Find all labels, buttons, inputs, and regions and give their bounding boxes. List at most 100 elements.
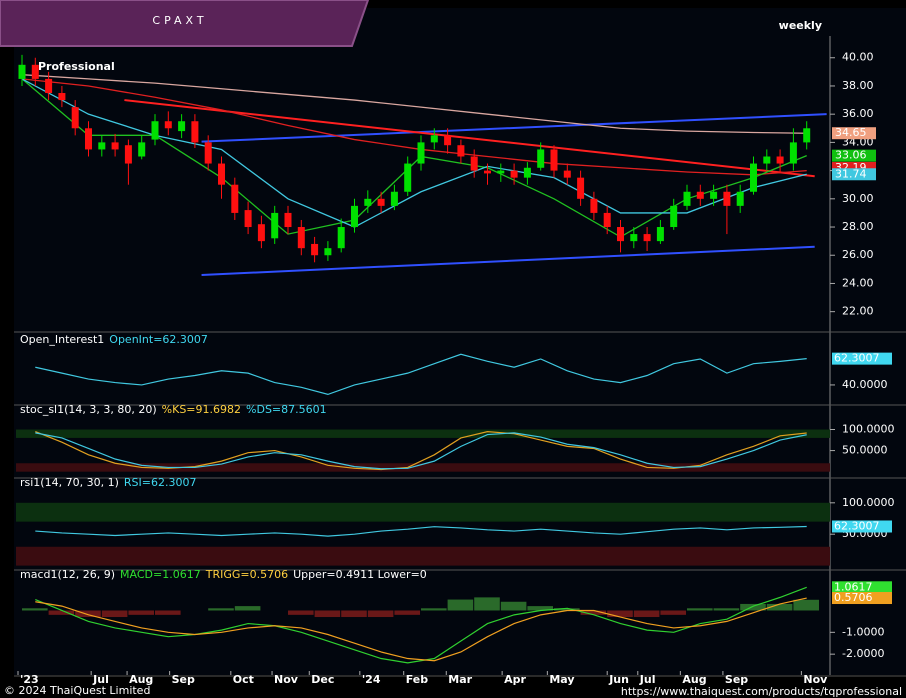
x-tick-label: Feb xyxy=(406,673,429,686)
candle-body xyxy=(696,191,704,199)
candle-body xyxy=(763,156,771,164)
candle-body xyxy=(311,243,319,256)
price-tag xyxy=(832,127,876,140)
histogram-bar xyxy=(633,610,660,618)
panel-title-part: MACD=1.0617 xyxy=(120,568,201,581)
x-tick-label: Apr xyxy=(504,673,526,686)
price-tag-label: 34.65 xyxy=(835,126,867,139)
indicator-line xyxy=(35,525,807,537)
histogram-bar xyxy=(766,603,793,611)
candle-body xyxy=(736,191,744,206)
histogram-bar xyxy=(793,599,819,611)
candle-body xyxy=(257,224,265,242)
histogram-bar xyxy=(367,610,394,618)
y-tick-label: 30.00 xyxy=(842,192,874,205)
y-tick-label: 38.00 xyxy=(842,79,874,92)
panel-title: macd1(12, 26, 9) MACD=1.0617 TRIGG=0.5706 U… xyxy=(20,568,427,581)
candle-body xyxy=(85,128,92,150)
panel-title-part: RSI=62.3007 xyxy=(124,476,197,489)
candle-body xyxy=(537,149,545,168)
price-tag-label: 33.06 xyxy=(835,149,867,162)
x-tick-label: Sep xyxy=(725,673,748,686)
histogram-bar xyxy=(500,601,527,611)
footer-left: © 2024 ThaiQuest Limited xyxy=(4,684,150,697)
histogram-bar xyxy=(288,610,314,615)
candle-body xyxy=(523,167,531,178)
zone xyxy=(16,546,830,566)
value-tag-label: 62.3007 xyxy=(834,519,880,532)
panel-title-part: OpenInt=62.3007 xyxy=(109,333,208,346)
histogram-bar xyxy=(660,610,686,615)
y-tick-label: 36.00 xyxy=(842,107,874,120)
candle-body xyxy=(643,234,651,242)
candle-body xyxy=(563,170,571,178)
logo-sub: Professional xyxy=(38,60,115,73)
trendline xyxy=(201,113,827,143)
panel-title: stoc_sl1(14, 3, 3, 80, 20) %KS=91.6982 %DS… xyxy=(20,403,327,416)
candle-body xyxy=(191,121,199,143)
price-tag xyxy=(832,168,876,181)
candle-body xyxy=(218,163,225,185)
chart-subtitle: weekly xyxy=(779,19,822,32)
candle-body xyxy=(71,107,79,129)
histogram-bar xyxy=(128,610,154,615)
panel-title-part: Open_Interest1 xyxy=(20,333,104,346)
candle-body xyxy=(231,184,239,213)
candle-body xyxy=(776,156,784,164)
histogram-bar xyxy=(155,610,181,615)
candle-body xyxy=(603,212,611,228)
candle-body xyxy=(417,142,425,164)
candle-body xyxy=(111,142,119,150)
candle-body xyxy=(244,210,252,228)
candle-body xyxy=(271,212,279,239)
candle-body xyxy=(457,145,465,157)
price-tag xyxy=(832,149,876,162)
trendline xyxy=(201,245,815,276)
value-tag xyxy=(832,352,892,365)
histogram-bar xyxy=(421,608,447,611)
y-tick-label: 26.00 xyxy=(842,248,874,261)
candle-body xyxy=(151,121,159,140)
panel-title-part: %DS=87.5601 xyxy=(246,403,327,416)
histogram-bar xyxy=(687,608,713,611)
candle-body xyxy=(390,191,398,206)
histogram-bar xyxy=(527,606,553,611)
histogram-bar xyxy=(314,610,341,618)
value-tag-label: 1.0617 xyxy=(834,580,873,593)
y-tick-label: 100.0000 xyxy=(842,496,895,509)
value-tag xyxy=(832,520,892,533)
candle-body xyxy=(204,142,212,164)
candle-body xyxy=(45,78,53,94)
value-tag xyxy=(832,592,892,605)
panel-title-part: macd1(12, 26, 9) xyxy=(20,568,115,581)
candle-body xyxy=(430,135,438,143)
candle-body xyxy=(58,93,66,101)
value-tag xyxy=(832,581,892,594)
indicator-line xyxy=(35,432,807,470)
histogram-bar xyxy=(580,610,607,615)
candle-body xyxy=(164,121,172,129)
histogram-bar xyxy=(474,597,500,611)
candle-body xyxy=(351,205,358,228)
x-tick-label: Nov xyxy=(803,673,828,686)
candle-body xyxy=(138,142,146,157)
zone xyxy=(16,502,830,522)
x-tick-label: May xyxy=(549,673,574,686)
candle-body xyxy=(364,198,372,206)
y-tick-label: 40.00 xyxy=(842,51,874,64)
histogram-bar xyxy=(48,610,75,615)
histogram-bar xyxy=(75,610,101,618)
candle-body xyxy=(470,156,478,171)
indicator-line xyxy=(35,597,807,662)
x-tick-label: Dec xyxy=(311,673,334,686)
histogram-bar xyxy=(341,610,367,618)
candle-body xyxy=(18,64,26,79)
y-tick-label: 100.0000 xyxy=(842,422,895,435)
x-tick-label: Jun xyxy=(608,673,629,686)
candle-body xyxy=(670,205,678,228)
panel-title-part: TRIGG=0.5706 xyxy=(205,568,288,581)
histogram-bar xyxy=(22,608,48,611)
x-tick-label: Sep xyxy=(172,673,195,686)
y-tick-label: -1.0000 xyxy=(842,625,884,638)
